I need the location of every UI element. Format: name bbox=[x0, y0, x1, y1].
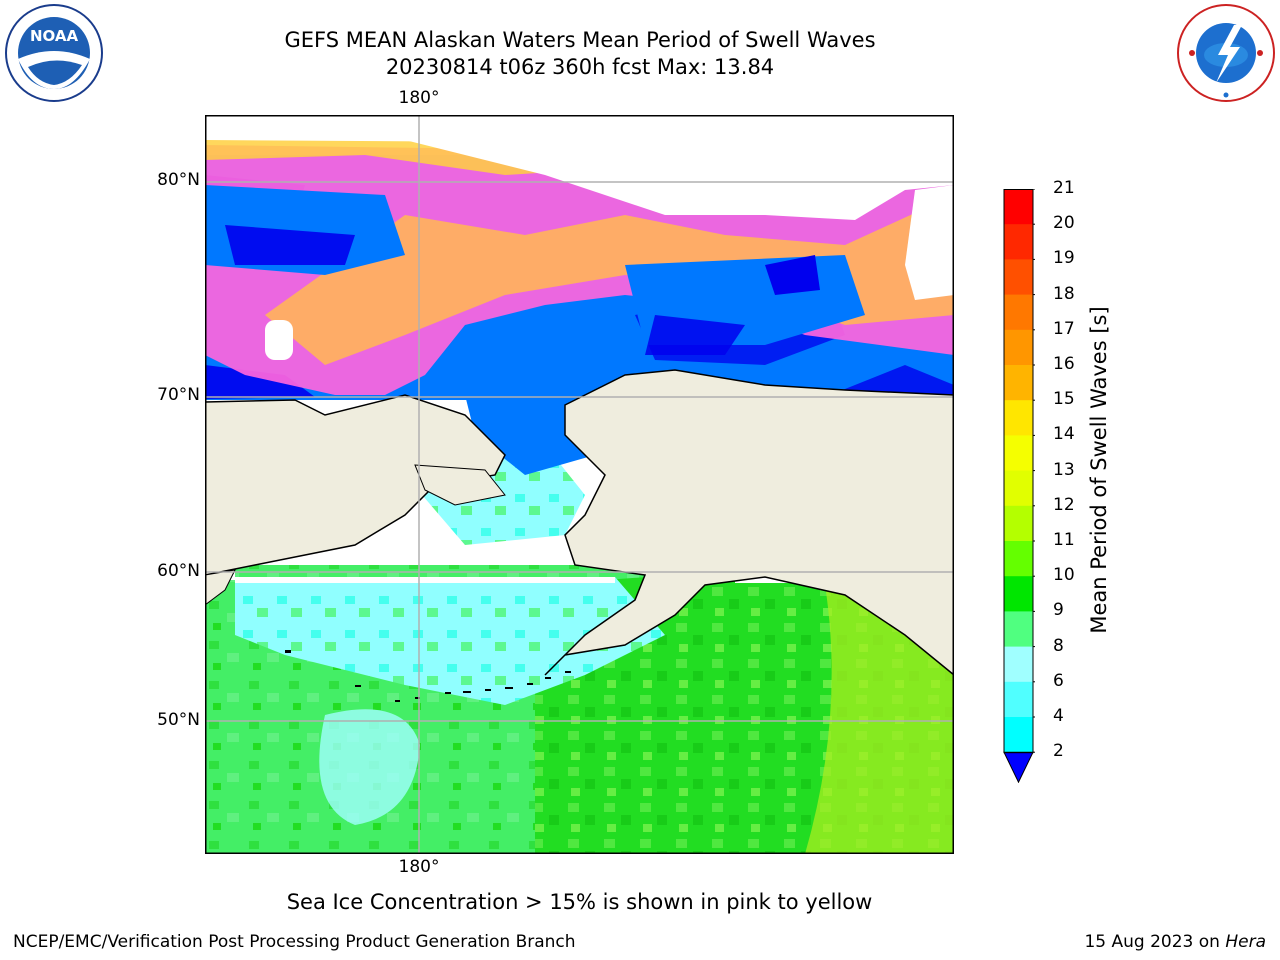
colorbar-segment bbox=[1004, 505, 1033, 542]
colorbar-tick-label: 10 bbox=[1053, 565, 1075, 586]
colorbar-segment bbox=[1004, 681, 1033, 718]
colorbar-tick-label: 17 bbox=[1053, 318, 1075, 339]
colorbar-segment bbox=[1004, 329, 1033, 366]
colorbar-tick-label: 21 bbox=[1053, 178, 1075, 198]
footer-date-text: 15 Aug 2023 on bbox=[1084, 932, 1226, 952]
bering-sea bbox=[235, 577, 665, 705]
chart-title: GEFS MEAN Alaskan Waters Mean Period of … bbox=[284, 28, 876, 52]
lat-label-70: 70°N bbox=[157, 385, 200, 405]
lon-label-bottom: 180° bbox=[398, 857, 440, 877]
sea-ice-note: Sea Ice Concentration > 15% is shown in … bbox=[286, 890, 873, 914]
colorbar-tick-label: 13 bbox=[1053, 459, 1075, 480]
colorbar-tick-label: 15 bbox=[1053, 389, 1075, 410]
colorbar-segment bbox=[1004, 646, 1033, 683]
colorbar-segment bbox=[1004, 470, 1033, 507]
land-alaska bbox=[544, 369, 954, 676]
graticule bbox=[205, 115, 954, 854]
chart-subtitle: 20230814 t06z 360h fcst Max: 13.84 bbox=[385, 55, 775, 79]
footer-credit: NCEP/EMC/Verification Post Processing Pr… bbox=[13, 932, 576, 952]
colorbar-tick-label: 6 bbox=[1053, 670, 1064, 691]
lat-label-50: 50°N bbox=[157, 710, 200, 730]
map-panel bbox=[205, 115, 954, 854]
lat-label-80: 80°N bbox=[157, 170, 200, 190]
colorbar-segment bbox=[1004, 576, 1033, 612]
colorbar-svg bbox=[1003, 188, 1035, 784]
colorbar-segment bbox=[1004, 189, 1033, 225]
colorbar-tick-label: 8 bbox=[1053, 635, 1064, 656]
colorbar-tick-label: 4 bbox=[1053, 706, 1064, 726]
lat-label-60: 60°N bbox=[157, 561, 200, 581]
colorbar-extend-triangle bbox=[1003, 751, 1034, 784]
colorbar-tick-label: 2 bbox=[1053, 741, 1064, 762]
footer-date: 15 Aug 2023 on Hera bbox=[1084, 932, 1266, 952]
colorbar-segment bbox=[1004, 717, 1033, 753]
map-svg bbox=[205, 115, 954, 854]
colorbar-segment bbox=[1004, 365, 1033, 401]
ocean-yellowgreen bbox=[805, 585, 954, 854]
colorbar-segment bbox=[1004, 294, 1033, 331]
colorbar-tick-label: 9 bbox=[1053, 600, 1064, 621]
noaa-logo: NOAA bbox=[4, 3, 104, 107]
sea-ice-orange bbox=[265, 195, 954, 365]
colorbar-segment bbox=[1004, 435, 1033, 472]
colorbar-segment bbox=[1004, 224, 1033, 260]
no-data-north bbox=[205, 115, 954, 220]
colorbar-tick-label: 12 bbox=[1053, 494, 1075, 515]
colorbar-tick-label: 18 bbox=[1053, 283, 1075, 304]
colorbar-tick-label: 20 bbox=[1053, 213, 1075, 234]
svg-text:NOAA: NOAA bbox=[30, 27, 79, 45]
colorbar-tick-label: 11 bbox=[1053, 530, 1075, 550]
colorbar-segment bbox=[1004, 541, 1033, 577]
colorbar bbox=[1003, 188, 1035, 787]
colorbar-label: Mean Period of Swell Waves [s] bbox=[1087, 306, 1111, 634]
nws-logo bbox=[1176, 3, 1276, 107]
footer-host: Hera bbox=[1225, 932, 1266, 952]
colorbar-segment bbox=[1004, 259, 1033, 296]
aleutian-islands bbox=[285, 650, 571, 702]
colorbar-tick-label: 16 bbox=[1053, 354, 1075, 374]
colorbar-segment bbox=[1004, 611, 1033, 648]
colorbar-segment bbox=[1004, 400, 1033, 436]
colorbar-tick-label: 19 bbox=[1053, 248, 1075, 269]
lon-label-top: 180° bbox=[398, 88, 440, 108]
colorbar-tick-label: 14 bbox=[1053, 424, 1075, 445]
